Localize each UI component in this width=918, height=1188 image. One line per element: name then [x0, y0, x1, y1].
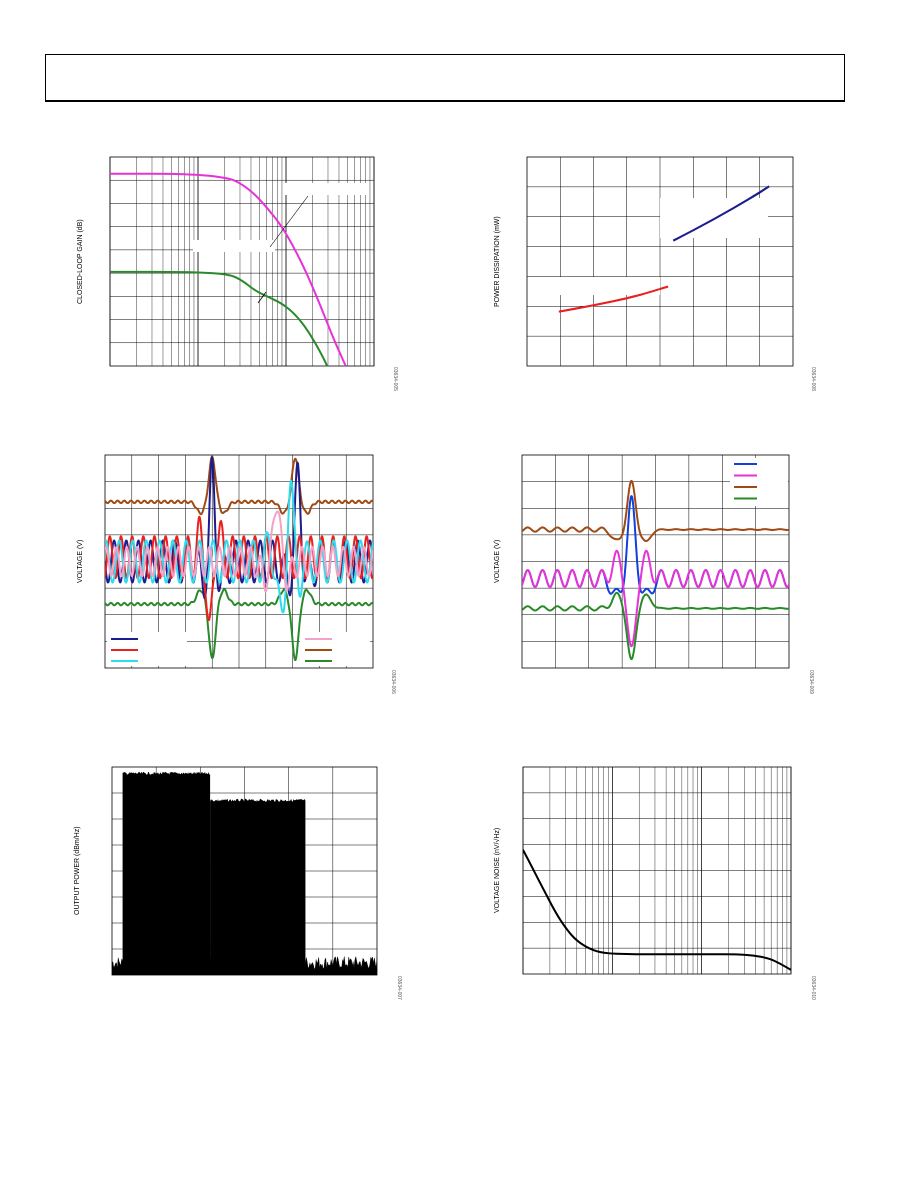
- c3-plot-area: [104, 454, 374, 669]
- c1-series-green: [110, 270, 329, 366]
- c6-figure-id: 03634-010: [810, 976, 816, 1000]
- c6-data: [523, 849, 791, 971]
- c1-ylabel: CLOSED-LOOP GAIN (dB): [77, 219, 84, 304]
- c4-figure-id: 03634-009: [808, 670, 814, 694]
- c5-spectrum-block-2: [210, 798, 306, 975]
- c3-figure-id: 03634-006: [390, 670, 396, 694]
- c5-data: [112, 771, 377, 975]
- c5-ylabel: OUTPUT POWER (dBm/Hz): [74, 826, 81, 916]
- c6-ylabel: VOLTAGE NOISE (nV/√Hz): [494, 827, 501, 914]
- c1-callout-box-2: [193, 240, 275, 252]
- c4-series-magenta: [522, 549, 789, 648]
- c2-series-top-red: [558, 285, 669, 313]
- c1-callout-line: [269, 195, 309, 248]
- c1-data: [110, 172, 347, 366]
- c4-series-brown: [522, 479, 789, 543]
- c4-series-green: [522, 591, 789, 661]
- c3-data: [105, 455, 373, 662]
- c2-figure-id: 03634-008: [810, 367, 816, 391]
- c5-figure-id: 03634-007: [396, 976, 402, 1000]
- c2-series-top-navy: [672, 185, 770, 242]
- c6-series-black: [523, 849, 791, 971]
- c3-series-brown: [105, 455, 373, 516]
- page-header: [45, 54, 845, 102]
- c6-plot-area: [522, 766, 792, 975]
- c1-figure-id: 03634-005: [392, 367, 398, 391]
- c2-blank-annotation-2: [560, 277, 660, 295]
- c1-plot-area: [109, 156, 375, 367]
- c2-ylabel: POWER DISSIPATION (mW): [494, 216, 501, 307]
- c3-series-green: [105, 588, 373, 662]
- c4-plot-area: [521, 454, 790, 669]
- c3-ylabel: VOLTAGE (V): [77, 539, 84, 584]
- c5-spectrum-block-1: [122, 771, 211, 975]
- c1-series-magenta: [110, 172, 347, 366]
- c4-ylabel: VOLTAGE (V): [494, 539, 501, 584]
- c1-callout-box-1: [283, 183, 367, 195]
- c1-arrow: [257, 291, 267, 304]
- c3-series-pink: [105, 510, 373, 593]
- c5-plot-area: [111, 766, 378, 976]
- c2-plot-area: [526, 156, 794, 367]
- c4-data: [522, 479, 789, 661]
